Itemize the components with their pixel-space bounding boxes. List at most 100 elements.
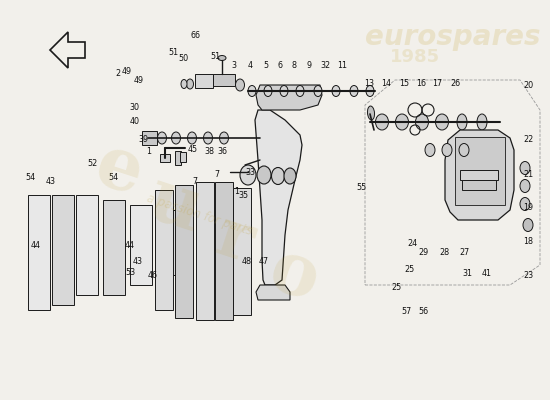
Text: 53: 53 bbox=[126, 268, 136, 277]
Ellipse shape bbox=[284, 168, 296, 184]
Bar bbox=[215, 182, 233, 320]
Bar bbox=[155, 210, 177, 275]
Text: 45: 45 bbox=[188, 146, 197, 154]
Ellipse shape bbox=[218, 56, 226, 60]
Text: 7: 7 bbox=[192, 178, 198, 186]
Text: 9: 9 bbox=[306, 62, 312, 70]
Bar bbox=[175, 151, 181, 165]
Text: 25: 25 bbox=[405, 266, 415, 274]
Text: 43: 43 bbox=[133, 258, 142, 266]
Text: 54: 54 bbox=[109, 174, 119, 182]
Ellipse shape bbox=[425, 144, 435, 156]
Bar bbox=[213, 74, 235, 86]
Bar bbox=[196, 182, 214, 320]
Ellipse shape bbox=[523, 218, 533, 232]
Text: 56: 56 bbox=[419, 307, 428, 316]
Text: 23: 23 bbox=[523, 272, 533, 280]
Text: 36: 36 bbox=[218, 148, 228, 156]
Text: 66: 66 bbox=[190, 32, 200, 40]
Ellipse shape bbox=[172, 132, 180, 144]
Text: 8: 8 bbox=[292, 62, 297, 70]
Text: 2: 2 bbox=[116, 70, 121, 78]
Bar bbox=[233, 188, 251, 315]
Ellipse shape bbox=[204, 132, 212, 144]
Ellipse shape bbox=[188, 132, 196, 144]
Ellipse shape bbox=[240, 165, 256, 185]
Ellipse shape bbox=[219, 132, 228, 144]
Text: 33: 33 bbox=[245, 168, 255, 176]
Text: 55: 55 bbox=[357, 184, 367, 192]
Ellipse shape bbox=[264, 86, 272, 96]
Text: 1: 1 bbox=[146, 148, 151, 156]
Ellipse shape bbox=[366, 86, 374, 96]
Text: r: r bbox=[208, 204, 262, 276]
Ellipse shape bbox=[272, 168, 284, 184]
Ellipse shape bbox=[367, 106, 375, 120]
Ellipse shape bbox=[280, 86, 288, 96]
Ellipse shape bbox=[477, 114, 487, 130]
Text: 48: 48 bbox=[241, 258, 251, 266]
Text: 35: 35 bbox=[239, 192, 249, 200]
Text: 5: 5 bbox=[263, 62, 269, 70]
Polygon shape bbox=[445, 130, 514, 220]
Ellipse shape bbox=[350, 86, 358, 96]
Bar bbox=[28, 195, 50, 310]
Text: 44: 44 bbox=[124, 242, 134, 250]
Text: 24: 24 bbox=[408, 240, 417, 248]
Ellipse shape bbox=[520, 162, 530, 174]
Text: 26: 26 bbox=[450, 80, 460, 88]
Text: 54: 54 bbox=[25, 174, 35, 182]
Polygon shape bbox=[256, 85, 322, 110]
Text: 18: 18 bbox=[523, 238, 533, 246]
Ellipse shape bbox=[520, 180, 530, 192]
Bar bbox=[180, 152, 186, 162]
Ellipse shape bbox=[186, 79, 194, 89]
Text: 30: 30 bbox=[130, 104, 140, 112]
Text: 49: 49 bbox=[134, 76, 144, 85]
Ellipse shape bbox=[395, 114, 409, 130]
Text: 49: 49 bbox=[122, 68, 131, 76]
Text: 20: 20 bbox=[523, 82, 533, 90]
Ellipse shape bbox=[520, 198, 530, 210]
Text: 31: 31 bbox=[463, 270, 472, 278]
Bar bbox=[103, 200, 125, 295]
Bar bbox=[460, 170, 498, 180]
Text: 21: 21 bbox=[523, 170, 533, 178]
Text: 3: 3 bbox=[231, 62, 236, 70]
Text: 14: 14 bbox=[382, 80, 392, 88]
Text: 17: 17 bbox=[432, 80, 442, 88]
Text: 19: 19 bbox=[523, 204, 533, 212]
Bar bbox=[195, 74, 213, 88]
Ellipse shape bbox=[235, 79, 245, 91]
Text: 6: 6 bbox=[278, 62, 283, 70]
Text: 43: 43 bbox=[46, 178, 56, 186]
Ellipse shape bbox=[436, 114, 448, 130]
Text: eurospares: eurospares bbox=[365, 23, 541, 51]
Text: 52: 52 bbox=[87, 160, 97, 168]
Bar bbox=[160, 154, 170, 162]
Text: 46: 46 bbox=[148, 272, 158, 280]
Text: 41: 41 bbox=[481, 270, 491, 278]
Polygon shape bbox=[255, 110, 302, 285]
Ellipse shape bbox=[459, 144, 469, 156]
Ellipse shape bbox=[296, 86, 304, 96]
Text: 4: 4 bbox=[248, 62, 253, 70]
Text: 27: 27 bbox=[460, 248, 470, 257]
Text: 1: 1 bbox=[234, 188, 239, 196]
Text: o: o bbox=[261, 234, 329, 316]
Bar bbox=[130, 205, 152, 285]
Text: e: e bbox=[87, 129, 153, 211]
Ellipse shape bbox=[314, 86, 322, 96]
Bar bbox=[175, 185, 193, 318]
Text: 29: 29 bbox=[419, 248, 428, 257]
Text: 39: 39 bbox=[138, 136, 148, 144]
Text: 47: 47 bbox=[259, 258, 269, 266]
Ellipse shape bbox=[376, 114, 388, 130]
Text: 32: 32 bbox=[320, 62, 330, 70]
Bar bbox=[455, 137, 505, 205]
Text: 28: 28 bbox=[439, 248, 449, 257]
Bar bbox=[76, 195, 98, 295]
Text: 44: 44 bbox=[31, 242, 41, 250]
Ellipse shape bbox=[257, 166, 271, 184]
Polygon shape bbox=[256, 285, 290, 300]
